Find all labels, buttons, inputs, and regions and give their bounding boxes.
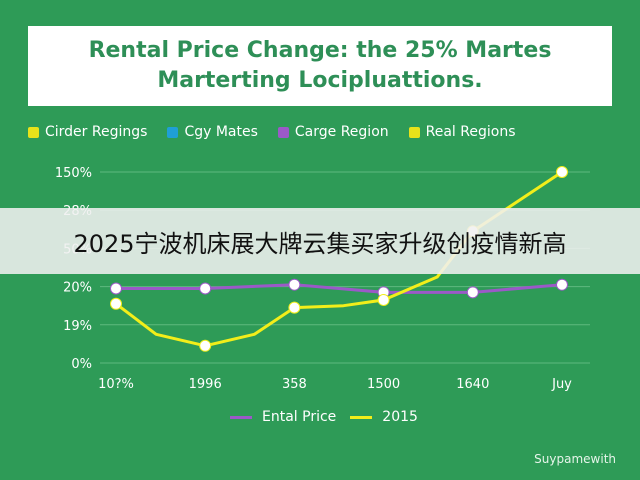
legend-label: Ental Price [262,409,337,425]
data-point [199,282,212,295]
data-point [110,297,122,310]
legend-swatch-icon [408,126,420,138]
legend-swatch-icon [28,126,39,138]
news-banner: 2025宁波机床展大牌云集买家升级创疫情新高 [0,208,640,274]
data-point [466,286,479,299]
legend-item-carge-region: Carge Region [277,124,389,140]
legend-label: Cirder Regings [45,124,148,140]
legend-label: Carge Region [294,124,389,140]
y-tick-label: 150% [55,166,92,181]
top-legend: Cirder Regings Cgy Mates Carge Region Re… [28,120,628,144]
legend-item-real-regions: Real Regions [408,124,516,140]
data-point [556,166,568,178]
data-point [556,278,568,291]
y-tick-label: 0% [71,357,92,372]
legend-item-ental-price: Ental Price [230,409,336,425]
legend-swatch-icon [277,126,289,138]
bottom-legend: Ental Price 2015 [230,406,418,428]
data-point [110,282,122,295]
data-point [377,293,390,306]
x-tick-label: 1500 [367,377,400,392]
data-point [288,278,301,291]
legend-swatch-icon [167,126,179,138]
data-point [199,339,212,352]
x-tick-label: 1996 [189,377,222,392]
series-line [116,283,563,294]
y-tick-label: 20% [63,281,92,296]
legend-line-icon [350,415,373,419]
x-tick-label: Juy [551,377,572,392]
chart-title-line-2: Marterting Locipluattions. [157,68,483,93]
x-tick-label: 1640 [456,377,489,392]
x-tick-label: 358 [282,377,307,392]
legend-item-cgy-mates: Cgy Mates [167,124,258,140]
legend-label: Real Regions [425,124,516,140]
chart-title-box: Rental Price Change: the 25% Martes Mart… [28,26,612,106]
legend-item-2015: 2015 [350,409,418,425]
legend-label: 2015 [382,409,418,425]
y-tick-label: 19% [63,319,92,334]
legend-label: Cgy Mates [184,124,258,140]
x-tick-label: 10?% [98,377,134,392]
watermark: Suypamewith [534,452,616,466]
legend-line-icon [230,415,252,419]
data-point [288,301,301,314]
legend-item-cirder-regings: Cirder Regings [28,124,147,140]
chart-title-line-1: Rental Price Change: the 25% Martes [88,38,552,63]
